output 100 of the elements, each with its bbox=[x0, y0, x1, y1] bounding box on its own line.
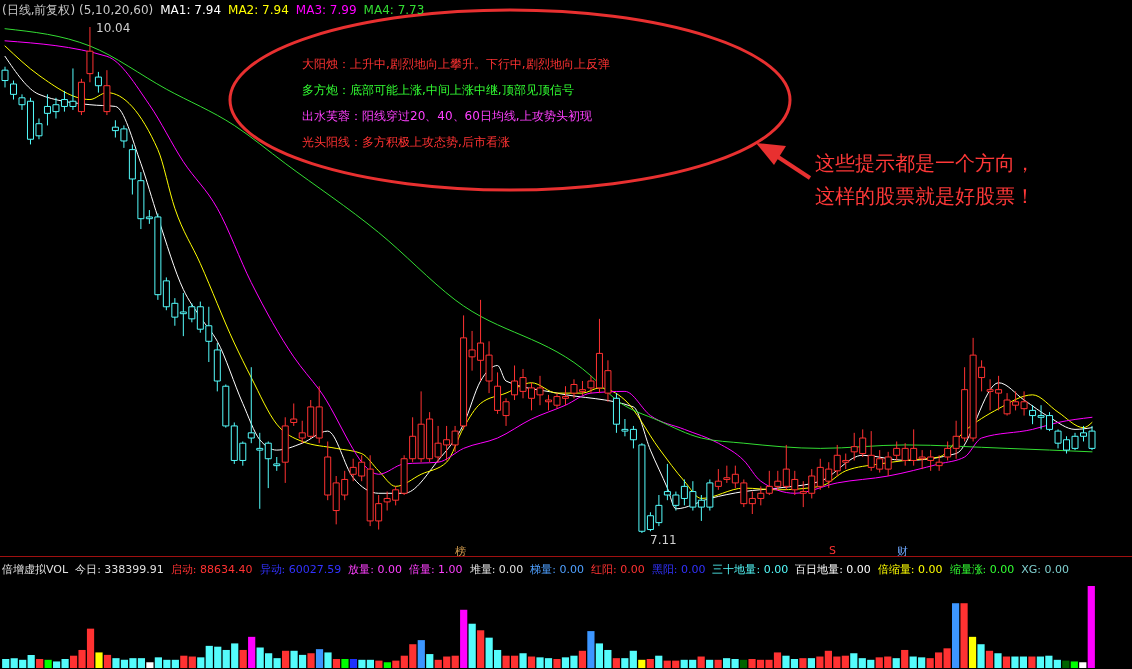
text: 倍缩量: 0.00 bbox=[877, 563, 943, 576]
bar bbox=[706, 659, 714, 668]
bar bbox=[519, 653, 527, 668]
bar bbox=[27, 654, 35, 668]
bar bbox=[281, 650, 290, 668]
bar bbox=[341, 658, 349, 668]
text: 红阳: 0.00 bbox=[591, 563, 645, 576]
bar bbox=[697, 656, 705, 668]
chart-title: 倍增虚拟VOL bbox=[2, 563, 69, 576]
bar bbox=[315, 649, 324, 668]
bar bbox=[392, 660, 400, 668]
bar bbox=[960, 603, 968, 668]
candlestick bbox=[86, 26, 94, 83]
bar bbox=[460, 609, 468, 668]
bar bbox=[985, 650, 994, 668]
bar bbox=[892, 658, 900, 668]
text: MA4: 7.73 bbox=[363, 3, 425, 17]
bar bbox=[2, 658, 10, 668]
bar bbox=[1002, 656, 1011, 668]
bar bbox=[1028, 656, 1036, 668]
bar bbox=[714, 659, 722, 668]
bar bbox=[171, 659, 179, 668]
bar bbox=[307, 653, 315, 668]
bar bbox=[417, 640, 425, 668]
annotation: 10.04 bbox=[96, 21, 131, 35]
text: 黑阳: 0.00 bbox=[651, 563, 706, 576]
bar bbox=[553, 658, 561, 668]
annotation: 大阳烛：上升中,剧烈地向上攀升。下行中,剧烈地向上反弹 bbox=[302, 56, 610, 73]
bar bbox=[901, 649, 909, 668]
text: MA1: 7.94 bbox=[160, 3, 222, 17]
bar bbox=[527, 656, 536, 668]
bar bbox=[655, 655, 663, 668]
text: 百日地量: 0.00 bbox=[795, 563, 871, 576]
text: 榜 bbox=[455, 544, 466, 559]
bar bbox=[375, 660, 383, 668]
candlestick bbox=[893, 440, 901, 461]
bar bbox=[426, 654, 434, 668]
bar bbox=[1070, 661, 1078, 668]
bar bbox=[468, 623, 476, 668]
text: 缩量涨: 0.00 bbox=[949, 563, 1015, 576]
candlestick bbox=[247, 366, 255, 444]
bar bbox=[103, 654, 112, 668]
text: 堆量: 0.00 bbox=[469, 563, 524, 576]
bar bbox=[248, 636, 256, 668]
bar bbox=[578, 650, 587, 668]
bar bbox=[197, 657, 205, 668]
bar bbox=[646, 658, 654, 668]
text: MA3: 7.99 bbox=[295, 3, 357, 17]
bar bbox=[951, 603, 960, 668]
bar bbox=[638, 659, 646, 668]
bar bbox=[799, 658, 807, 668]
bar bbox=[629, 650, 637, 668]
text: 启动: 88634.40 bbox=[170, 563, 253, 576]
annotation: 多方炮：底部可能上涨,中间上涨中继,顶部见顶信号 bbox=[302, 82, 574, 99]
bar bbox=[36, 658, 44, 668]
candlestick bbox=[9, 80, 17, 101]
text: 梯量: 0.00 bbox=[530, 563, 585, 576]
text: 倍量: 1.00 bbox=[408, 563, 463, 576]
bar bbox=[383, 662, 391, 668]
annotation: 这样的股票就是好股票！ bbox=[815, 183, 1035, 210]
candlestick bbox=[256, 432, 264, 510]
bar bbox=[188, 656, 196, 668]
chart-title: (日线,前复权) (5,10,20,60) bbox=[2, 3, 154, 17]
bar bbox=[1087, 586, 1095, 668]
bar bbox=[273, 658, 281, 668]
bar bbox=[841, 655, 849, 668]
bar bbox=[95, 652, 103, 668]
text: 三十地量: 0.00 bbox=[712, 563, 789, 576]
candlestick bbox=[264, 440, 272, 489]
text: XG: 0.00 bbox=[1021, 563, 1070, 576]
text: S bbox=[829, 544, 836, 557]
bar bbox=[332, 658, 341, 668]
text: 异动: 60027.59 bbox=[259, 563, 342, 576]
bar bbox=[816, 656, 824, 668]
bar bbox=[977, 644, 985, 668]
bar bbox=[994, 653, 1002, 668]
annotation: 光头阳线：多方积极上攻态势,后市看涨 bbox=[302, 134, 510, 151]
candlestick bbox=[935, 454, 943, 472]
bar bbox=[1079, 662, 1087, 668]
bar bbox=[44, 659, 52, 668]
bar bbox=[807, 658, 816, 668]
bar bbox=[621, 658, 629, 668]
annotation: 7.11 bbox=[650, 533, 677, 547]
candlestick bbox=[884, 451, 892, 477]
text: 放量: 0.00 bbox=[348, 563, 402, 576]
bar bbox=[146, 662, 154, 668]
bar bbox=[612, 658, 620, 668]
bar bbox=[1053, 659, 1061, 668]
text: MA2: 7.94 bbox=[228, 3, 289, 17]
text: 财 bbox=[897, 544, 908, 559]
annotation: 这些提示都是一个方向， bbox=[815, 150, 1035, 177]
bar bbox=[180, 655, 188, 668]
bar bbox=[349, 658, 358, 668]
bar bbox=[477, 630, 485, 668]
bar bbox=[451, 655, 459, 668]
candlestick bbox=[290, 402, 298, 427]
bar bbox=[587, 631, 595, 668]
text: 今日: 338399.91 bbox=[75, 563, 164, 576]
bar bbox=[239, 649, 247, 668]
bar bbox=[1062, 660, 1070, 668]
